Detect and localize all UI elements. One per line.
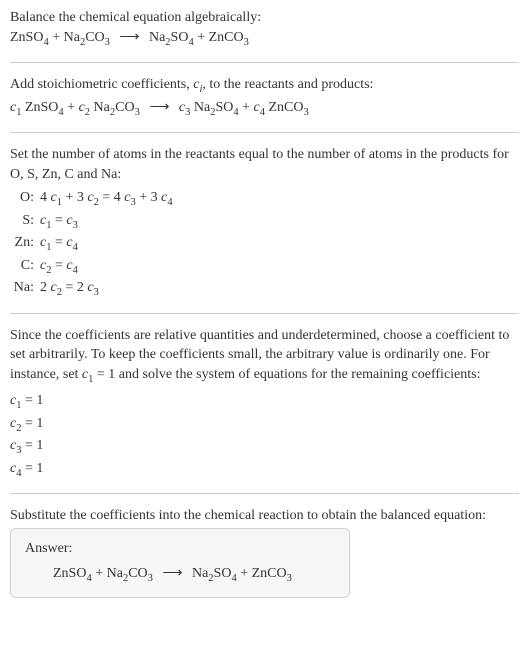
- atom-balance-intro: Set the number of atoms in the reactants…: [10, 145, 519, 184]
- atom-label: Na:: [10, 278, 40, 300]
- atom-row: Na: 2 c2 = 2 c3: [10, 278, 519, 300]
- stoich-intro-text: Add stoichiometric coefficients, ci, to …: [10, 75, 519, 97]
- atom-equation: c1 = c4: [40, 233, 78, 255]
- divider-3: [10, 313, 519, 314]
- coefficient-row: c2 = 1: [10, 414, 519, 436]
- divider-1: [10, 62, 519, 63]
- section-stoich-intro: Add stoichiometric coefficients, ci, to …: [10, 75, 519, 120]
- stoich-equation: c1 ZnSO4 + c2 Na2CO3 ⟶ c3 Na2SO4 + c4 Zn…: [10, 98, 519, 120]
- section-balance-intro: Balance the chemical equation algebraica…: [10, 8, 519, 50]
- atom-row: C: c2 = c4: [10, 256, 519, 278]
- coefficient-row: c3 = 1: [10, 436, 519, 458]
- answer-intro-text: Substitute the coefficients into the che…: [10, 506, 519, 526]
- atom-label: C:: [10, 256, 40, 278]
- atom-row: S: c1 = c3: [10, 211, 519, 233]
- atom-equation: c2 = c4: [40, 256, 78, 278]
- balance-equation: ZnSO4 + Na2CO3 ⟶ Na2SO4 + ZnCO3: [10, 28, 519, 50]
- atom-balance-table: O: 4 c1 + 3 c2 = 4 c3 + 3 c4 S: c1 = c3 …: [10, 188, 519, 300]
- atom-label: S:: [10, 211, 40, 233]
- coefficient-row: c1 = 1: [10, 391, 519, 413]
- atom-label: O:: [10, 188, 40, 210]
- answer-label: Answer:: [25, 539, 335, 559]
- atom-equation: c1 = c3: [40, 211, 78, 233]
- atom-row: Zn: c1 = c4: [10, 233, 519, 255]
- coefficient-row: c4 = 1: [10, 459, 519, 481]
- section-atom-balance: Set the number of atoms in the reactants…: [10, 145, 519, 301]
- divider-2: [10, 132, 519, 133]
- atom-equation: 2 c2 = 2 c3: [40, 278, 99, 300]
- section-solve: Since the coefficients are relative quan…: [10, 326, 519, 482]
- balance-intro-text: Balance the chemical equation algebraica…: [10, 8, 519, 28]
- answer-equation: ZnSO4 + Na2CO3 ⟶ Na2SO4 + ZnCO3: [25, 564, 335, 586]
- section-answer: Substitute the coefficients into the che…: [10, 506, 519, 598]
- atom-row: O: 4 c1 + 3 c2 = 4 c3 + 3 c4: [10, 188, 519, 210]
- divider-4: [10, 493, 519, 494]
- atom-label: Zn:: [10, 233, 40, 255]
- atom-equation: 4 c1 + 3 c2 = 4 c3 + 3 c4: [40, 188, 173, 210]
- solve-intro-text: Since the coefficients are relative quan…: [10, 326, 519, 388]
- coefficient-list: c1 = 1 c2 = 1 c3 = 1 c4 = 1: [10, 391, 519, 481]
- answer-box: Answer: ZnSO4 + Na2CO3 ⟶ Na2SO4 + ZnCO3: [10, 528, 350, 598]
